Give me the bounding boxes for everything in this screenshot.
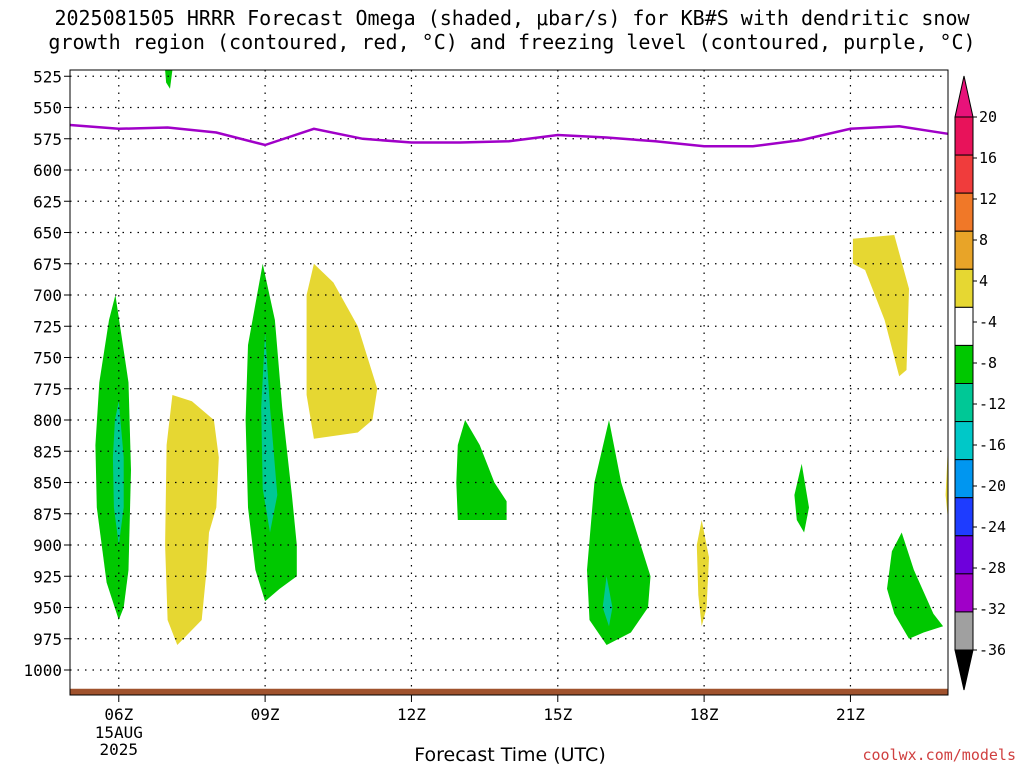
y-tick-label-550: 550 — [33, 99, 62, 118]
colorbar-label-1: 16 — [979, 149, 997, 167]
colorbar-label-9: -20 — [979, 477, 1006, 495]
colorbar-label-8: -16 — [979, 436, 1006, 454]
colorbar-label-7: -12 — [979, 395, 1006, 413]
omega-region-11 — [852, 235, 909, 377]
y-tick-label-675: 675 — [33, 255, 62, 274]
omega-region-12 — [887, 532, 944, 639]
colorbar-label-5: -4 — [979, 313, 997, 331]
omega-region-9 — [696, 520, 709, 627]
omega-region-1 — [112, 401, 124, 545]
y-tick-label-700: 700 — [33, 286, 62, 305]
omega-region-14 — [165, 70, 173, 89]
colorbar-swatch-2 — [954, 192, 974, 232]
omega-region-8 — [602, 576, 613, 627]
x-tick-sublabel-0: 15AUG — [95, 723, 143, 742]
colorbar-label-6: -8 — [979, 354, 997, 372]
x-tick-sublabel-1: 2025 — [100, 740, 139, 759]
y-tick-label-850: 850 — [33, 474, 62, 493]
y-tick-label-875: 875 — [33, 505, 62, 524]
y-tick-label-600: 600 — [33, 161, 62, 180]
y-tick-label-925: 925 — [33, 567, 62, 586]
x-tick-label-06Z: 06Z — [104, 705, 133, 724]
colorbar-label-13: -36 — [979, 641, 1006, 659]
colorbar-swatch-7 — [954, 383, 974, 423]
y-tick-label-750: 750 — [33, 349, 62, 368]
x-tick-label-09Z: 09Z — [251, 705, 280, 724]
y-tick-label-525: 525 — [33, 67, 62, 86]
colorbar-swatch-8 — [954, 421, 974, 461]
freezing-level-line — [69, 123, 949, 148]
colorbar-swatch-0 — [954, 116, 974, 156]
colorbar-label-10: -24 — [979, 518, 1006, 536]
y-tick-label-900: 900 — [33, 536, 62, 555]
x-tick-label-15Z: 15Z — [543, 705, 572, 724]
colorbar-label-12: -32 — [979, 600, 1006, 618]
y-tick-label-975: 975 — [33, 630, 62, 649]
colorbar-swatch-1 — [954, 154, 974, 194]
colorbar-swatch-6 — [954, 344, 974, 384]
colorbar-swatch-10 — [954, 497, 974, 537]
x-tick-label-18Z: 18Z — [690, 705, 719, 724]
colorbar-swatch-5 — [954, 306, 974, 346]
omega-region-7 — [587, 420, 651, 645]
y-tick-label-575: 575 — [33, 130, 62, 149]
y-tick-label-725: 725 — [33, 317, 62, 336]
x-axis-label: Forecast Time (UTC) — [414, 744, 606, 766]
colorbar-swatch-12 — [954, 573, 974, 613]
colorbar-swatch-3 — [954, 230, 974, 270]
x-tick-label-12Z: 12Z — [397, 705, 426, 724]
chart-title: 2025081505 HRRR Forecast Omega (shaded, … — [0, 6, 1024, 54]
title-line-1: 2025081505 HRRR Forecast Omega (shaded, … — [54, 6, 970, 30]
x-tick-label-21Z: 21Z — [836, 705, 865, 724]
y-tick-label-825: 825 — [33, 442, 62, 461]
colorbar-label-11: -28 — [979, 559, 1006, 577]
y-tick-label-800: 800 — [33, 411, 62, 430]
y-tick-label-625: 625 — [33, 192, 62, 211]
omega-region-10 — [794, 463, 809, 533]
colorbar-label-0: 20 — [979, 108, 997, 126]
y-axis: 525 550 575 600 625 650 675 700 725 750 775 800 825 8… — [23, 67, 70, 680]
y-tick-label-950: 950 — [33, 599, 62, 618]
omega-regions — [95, 70, 948, 645]
y-tick-label-1000: 1000 — [23, 661, 62, 680]
omega-region-13 — [945, 445, 948, 520]
freezing-level-group — [69, 123, 949, 148]
ground-surface — [70, 688, 948, 695]
colorbar-swatch-13 — [954, 611, 974, 651]
plot-frame — [69, 69, 949, 696]
omega-region-6 — [456, 420, 507, 520]
colorbar-swatch-9 — [954, 459, 974, 499]
y-tick-label-650: 650 — [33, 224, 62, 243]
omega-region-2 — [165, 395, 219, 645]
colorbar: 20 16 12 8 4 -4 -8 -12 -16 -20 -24 -28 -32 -36 — [954, 75, 1006, 691]
colorbar-label-4: 4 — [979, 272, 988, 290]
colorbar-label-3: 8 — [979, 231, 988, 249]
ground-group — [70, 688, 948, 695]
colorbar-swatch-4 — [954, 268, 974, 308]
credit-link[interactable]: coolwx.com/models — [862, 746, 1016, 764]
colorbar-top-arrow — [954, 75, 974, 118]
colorbar-label-2: 12 — [979, 190, 997, 208]
colorbar-bottom-arrow — [954, 649, 974, 691]
y-tick-label-775: 775 — [33, 380, 62, 399]
omega-region-5 — [306, 263, 378, 439]
colorbar-swatch-11 — [954, 535, 974, 575]
title-line-2: growth region (contoured, red, °C) and f… — [48, 30, 976, 54]
